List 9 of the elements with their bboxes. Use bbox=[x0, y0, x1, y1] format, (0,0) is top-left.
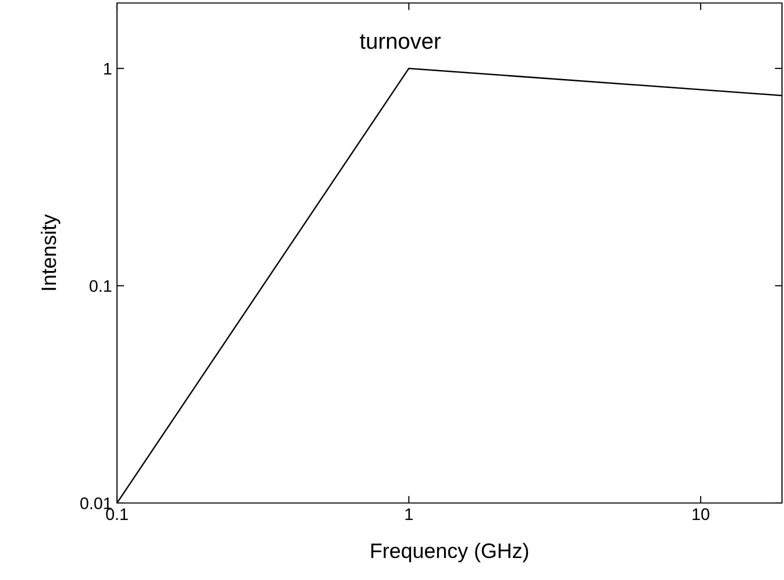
y-tick-label: 0.01 bbox=[80, 497, 112, 510]
x-tick-label: 0.1 bbox=[106, 508, 128, 520]
y-tick-label: 0.1 bbox=[90, 280, 112, 292]
annotation: turnover bbox=[360, 34, 441, 49]
x-tick-label: 10 bbox=[692, 508, 710, 520]
x-axis-title: Frequency (GHz) bbox=[371, 542, 528, 562]
y-tick-label: 1 bbox=[104, 62, 112, 74]
x-tick-label: 1 bbox=[405, 508, 413, 520]
y-axis-title: Intensity bbox=[40, 214, 60, 290]
